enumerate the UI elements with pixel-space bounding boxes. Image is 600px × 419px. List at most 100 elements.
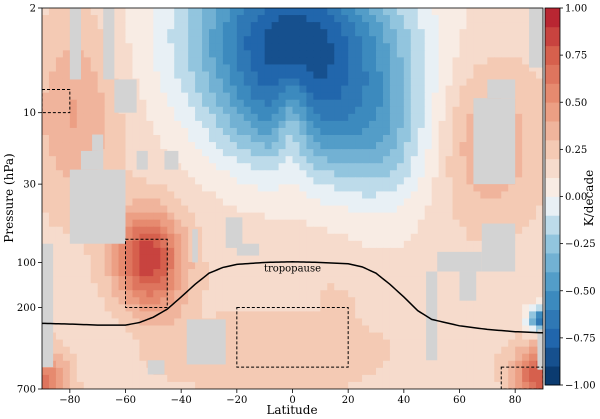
field-cell (382, 184, 391, 193)
field-cell (215, 191, 224, 200)
field-cell (327, 318, 335, 327)
field-cell (42, 29, 50, 37)
field-cell (424, 212, 433, 221)
field-cell (473, 205, 481, 214)
field-cell (515, 120, 523, 129)
field-cell (62, 177, 71, 185)
field-cell (362, 360, 370, 369)
field-cell (480, 381, 488, 389)
field-cell (341, 318, 349, 327)
field-cell (118, 43, 127, 51)
field-cell (417, 339, 426, 348)
field-cell (139, 177, 147, 185)
field-cell (236, 367, 245, 376)
field-cell (167, 142, 175, 150)
field-cell (327, 170, 335, 178)
field-cell (487, 29, 495, 37)
field-cell (174, 283, 182, 291)
field-cell (76, 120, 85, 129)
field-cell (306, 149, 314, 157)
field-cell (160, 219, 168, 228)
field-cell (167, 177, 175, 185)
y-tick-label: 2 (30, 4, 36, 15)
field-cell (264, 120, 273, 129)
field-cell (536, 240, 543, 249)
field-cell (167, 99, 175, 108)
field-cell (424, 219, 433, 228)
field-cell (417, 297, 426, 305)
field-cell (424, 177, 433, 185)
field-cell (153, 8, 161, 16)
field-cell (403, 247, 412, 256)
field-cell (146, 318, 154, 327)
field-cell (215, 262, 224, 270)
field-cell (111, 8, 120, 16)
field-cell (236, 346, 245, 355)
field-cell (515, 36, 523, 44)
field-cell (48, 226, 57, 235)
field-cell (348, 50, 356, 58)
field-cell (62, 149, 71, 157)
field-cell (62, 226, 71, 235)
field-cell (529, 219, 537, 228)
field-cell (111, 142, 120, 150)
field-cell (257, 311, 266, 320)
field-cell (285, 198, 294, 207)
field-cell (132, 198, 141, 207)
field-cell (271, 304, 280, 312)
field-cell (97, 22, 106, 30)
field-cell (202, 184, 210, 193)
field-cell (355, 360, 363, 369)
field-cell (264, 184, 273, 193)
field-cell (424, 43, 433, 51)
field-cell (403, 269, 412, 277)
field-cell (76, 163, 85, 171)
field-cell (403, 233, 412, 242)
field-cell (118, 120, 127, 129)
field-cell (410, 163, 419, 171)
field-cell (417, 85, 426, 94)
field-cell (508, 22, 516, 30)
field-cell (69, 346, 78, 355)
field-cell (278, 142, 287, 150)
field-cell (424, 184, 433, 193)
field-cell (348, 113, 356, 122)
field-cell (355, 212, 363, 221)
field-cell (355, 106, 363, 115)
field-cell (111, 325, 120, 334)
field-cell (396, 297, 405, 305)
field-cell (522, 254, 530, 263)
field-cell (459, 240, 468, 249)
field-cell (313, 311, 321, 320)
field-cell (376, 106, 384, 115)
field-cell (229, 198, 238, 207)
field-cell (313, 318, 321, 327)
field-cell (438, 191, 447, 200)
field-cell (243, 142, 252, 150)
field-cell (327, 99, 335, 108)
field-cell (97, 332, 106, 341)
field-cell (146, 149, 154, 157)
field-cell (369, 106, 377, 115)
field-cell (438, 106, 447, 115)
field-cell (529, 311, 537, 320)
field-cell (320, 226, 328, 235)
field-cell (515, 50, 523, 58)
field-cell (202, 15, 210, 23)
field-cell (278, 149, 287, 157)
field-cell (55, 50, 64, 58)
field-cell (410, 346, 419, 355)
field-cell (306, 71, 314, 80)
field-cell (327, 233, 335, 242)
field-cell (501, 381, 509, 389)
field-cell (431, 367, 440, 376)
field-cell (376, 290, 384, 298)
field-cell (382, 240, 391, 249)
field-cell (494, 198, 502, 207)
field-cell (264, 212, 273, 221)
field-cell (445, 149, 454, 157)
field-cell (104, 353, 113, 362)
field-cell (341, 269, 349, 277)
field-cell (320, 163, 328, 171)
field-cell (382, 156, 391, 164)
